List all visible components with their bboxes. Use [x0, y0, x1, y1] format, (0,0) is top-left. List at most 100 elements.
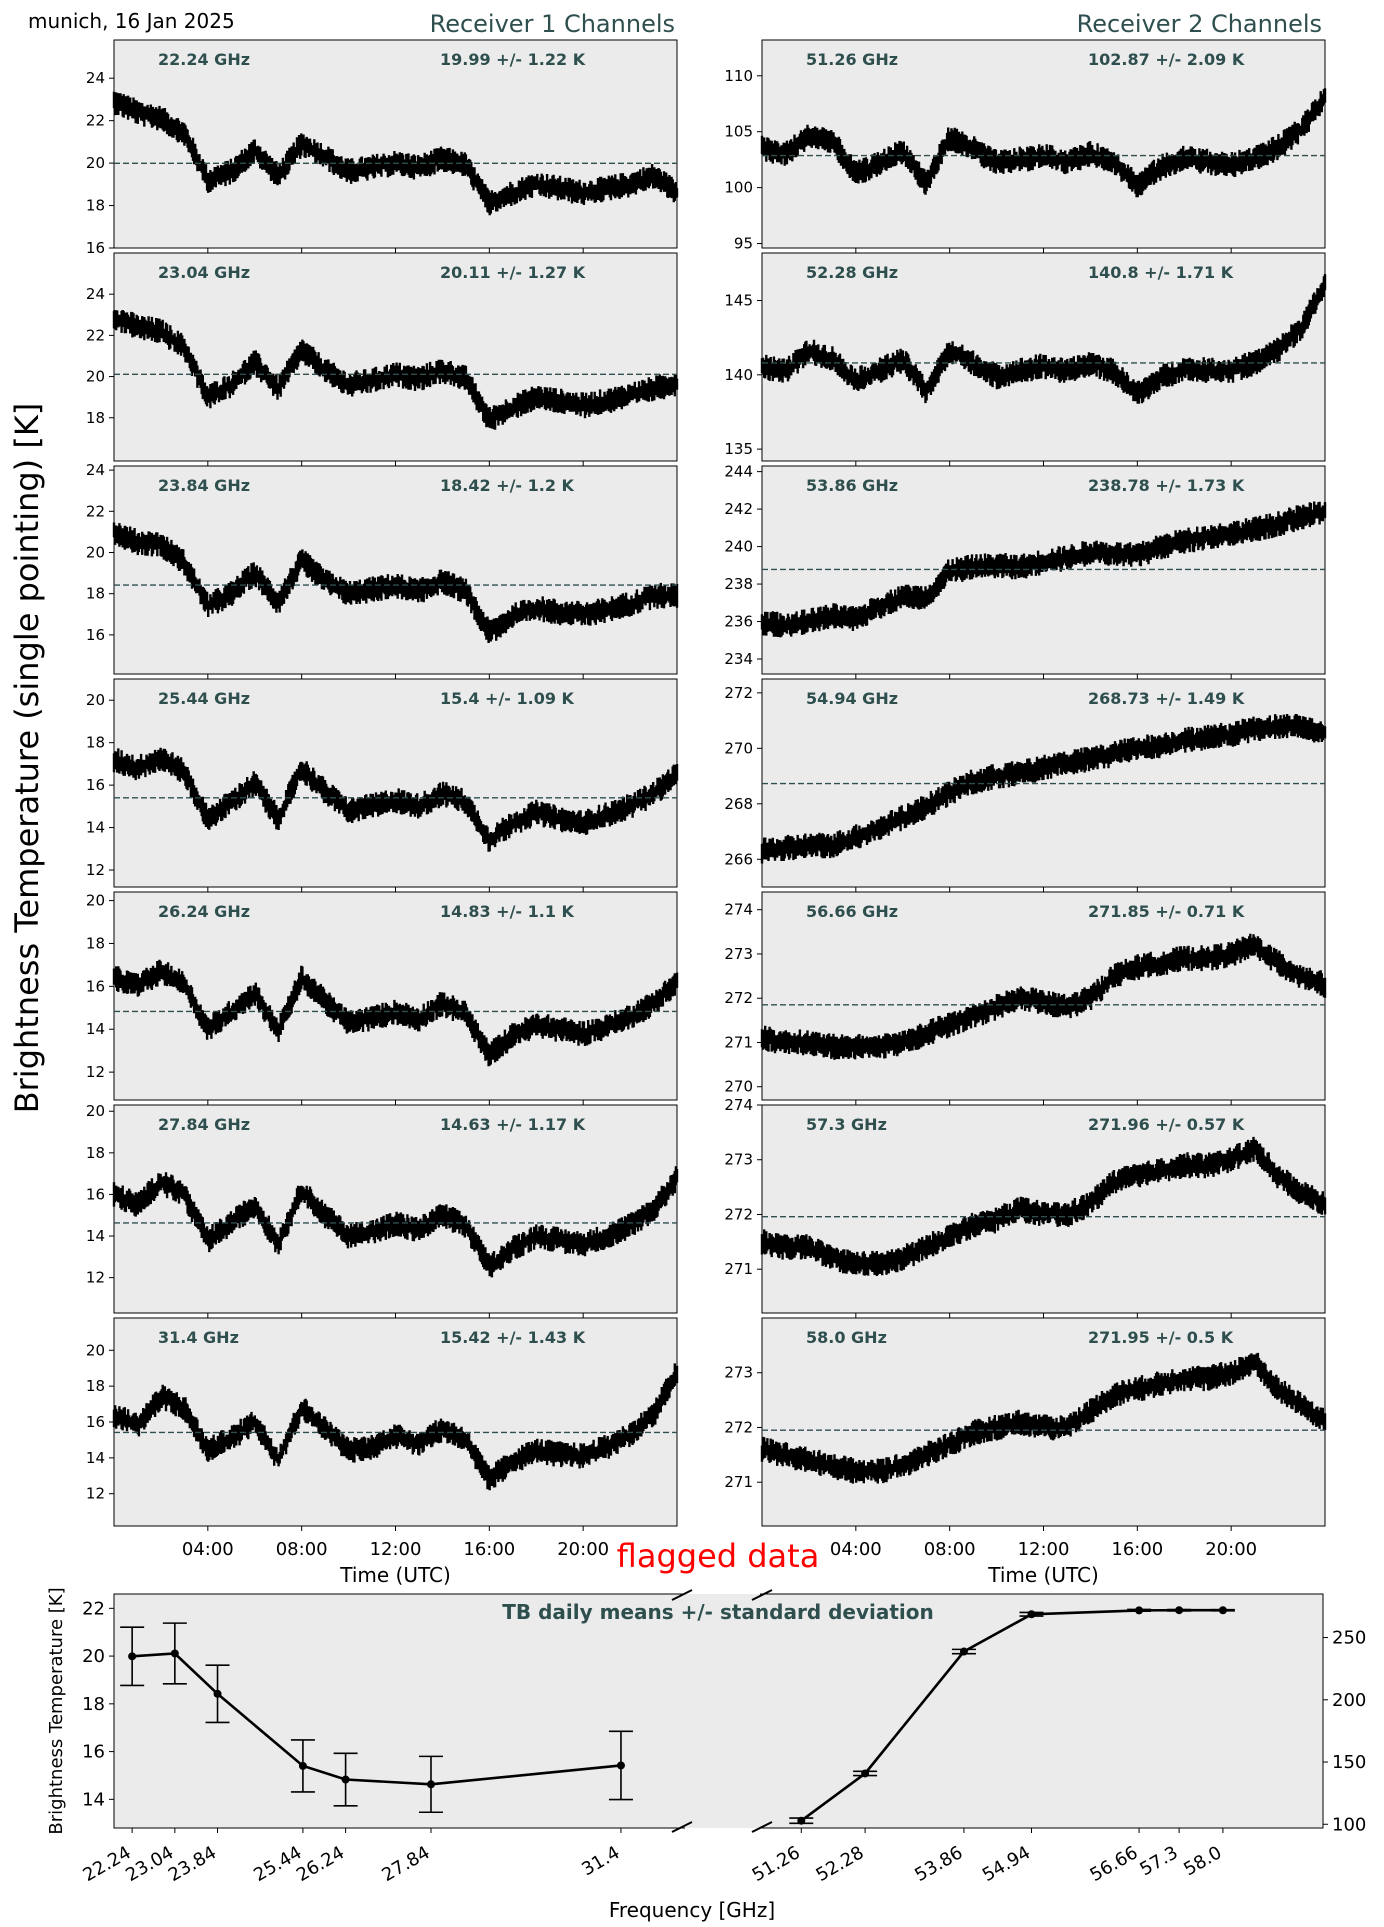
panel-frame [113, 465, 678, 675]
y-tick-label: 16 [86, 1185, 105, 1203]
channel-frequency-label: 25.44 GHz [158, 689, 250, 708]
channel-panel-56-66-GHz: 270 271 272 273 274 56.66 GHz 271.85 +/- 0.71 … [724, 891, 1327, 1105]
y-tick-label: 14 [86, 1227, 105, 1245]
y-tick-label: 270 [724, 739, 753, 757]
channel-panel-23-04-GHz: 18 20 22 24 23.04 GHz 20.11 +/- 1.27 K [86, 252, 679, 466]
y-tick-label: 234 [724, 650, 753, 668]
y-tick-label: 272 [724, 1205, 753, 1223]
y-axis-label: Brightness Temperature (single pointing)… [8, 403, 46, 1114]
channel-frequency-label: 58.0 GHz [806, 1328, 887, 1347]
channel-panel-23-84-GHz: 16 18 20 22 24 23.84 GHz 18.42 +/- 1.2 K [86, 461, 679, 679]
brightness-trace [760, 1136, 1327, 1276]
panel-frame [113, 1104, 678, 1314]
y-tick-label: 20 [86, 543, 105, 561]
mean-point [797, 1816, 806, 1825]
y-tick-label: 270 [724, 1078, 753, 1096]
y-tick-label: 16 [86, 239, 105, 257]
channel-frequency-label: 56.66 GHz [806, 902, 898, 921]
time-tick-label: 04:00 [182, 1539, 234, 1560]
mean-point [1027, 1610, 1036, 1619]
summary-y-tick-label: 22 [82, 1598, 105, 1619]
summary-y-tick-label: 18 [82, 1694, 105, 1715]
time-tick-label: 20:00 [1205, 1539, 1257, 1560]
summary-y2-tick-label: 250 [1332, 1628, 1366, 1649]
y-tick-label: 18 [86, 934, 105, 952]
y-tick-label: 272 [724, 684, 753, 702]
channel-stats-label: 14.83 +/- 1.1 K [440, 902, 575, 921]
y-tick-label: 24 [86, 461, 105, 479]
panel-frame [113, 1317, 678, 1527]
channel-panel-57-3-GHz: 271 272 273 274 57.3 GHz 271.96 +/- 0.57 K [724, 1096, 1327, 1318]
channel-stats-label: 271.85 +/- 0.71 K [1088, 902, 1245, 921]
y-tick-label: 273 [724, 945, 753, 963]
channel-panel-27-84-GHz: 12 14 16 18 20 27.84 GHz 14.63 +/- 1.17 K [86, 1102, 679, 1318]
mean-point [426, 1780, 435, 1789]
summary-background [114, 1594, 1323, 1828]
y-tick-label: 24 [86, 69, 105, 87]
y-tick-label: 20 [86, 892, 105, 910]
y-tick-label: 140 [724, 366, 753, 384]
channel-frequency-label: 23.04 GHz [158, 263, 250, 282]
channel-frequency-label: 31.4 GHz [158, 1328, 239, 1347]
y-tick-label: 244 [724, 463, 753, 481]
panel-frame [113, 39, 678, 249]
mean-point [128, 1652, 137, 1661]
y-tick-label: 236 [724, 613, 753, 631]
summary-y-tick-label: 20 [82, 1646, 105, 1667]
y-tick-label: 12 [86, 1063, 105, 1081]
channel-stats-label: 18.42 +/- 1.2 K [440, 476, 575, 495]
y-tick-label: 24 [86, 285, 105, 303]
channel-panel-25-44-GHz: 12 14 16 18 20 25.44 GHz 15.4 +/- 1.09 K [86, 678, 679, 892]
summary-y2-tick-label: 200 [1332, 1690, 1366, 1711]
y-tick-label: 12 [86, 1269, 105, 1287]
y-tick-label: 16 [86, 626, 105, 644]
channel-panel-22-24-GHz: 16 18 20 22 24 22.24 GHz 19.99 +/- 1.22 K [86, 39, 679, 257]
y-tick-label: 273 [724, 1151, 753, 1169]
channel-panel-53-86-GHz: 234 236 238 240 242 244 53.86 GHz 238.78 +/- 1.… [724, 463, 1327, 679]
time-tick-label: 12:00 [1018, 1539, 1070, 1560]
y-tick-label: 273 [724, 1364, 753, 1382]
channel-stats-label: 15.4 +/- 1.09 K [440, 689, 575, 708]
brightness-trace [112, 310, 679, 430]
y-tick-label: 20 [86, 1341, 105, 1359]
receiver1-title: Receiver 1 Channels [430, 10, 675, 38]
summary-title: TB daily means +/- standard deviation [502, 1600, 934, 1624]
channel-panel-52-28-GHz: 135 140 145 52.28 GHz 140.8 +/- 1.71 K [724, 252, 1327, 466]
y-tick-label: 14 [86, 1449, 105, 1467]
y-tick-label: 12 [86, 1485, 105, 1503]
brightness-trace [112, 747, 679, 852]
channel-frequency-label: 52.28 GHz [806, 263, 898, 282]
panel-frame [761, 39, 1326, 249]
y-tick-label: 238 [724, 575, 753, 593]
channel-frequency-label: 26.24 GHz [158, 902, 250, 921]
y-tick-label: 135 [724, 440, 753, 458]
summary-y2-tick-label: 100 [1332, 1814, 1366, 1835]
channel-frequency-label: 51.26 GHz [806, 50, 898, 69]
y-tick-label: 110 [724, 67, 753, 85]
y-tick-label: 12 [86, 861, 105, 879]
y-tick-label: 100 [724, 179, 753, 197]
y-tick-label: 272 [724, 1418, 753, 1436]
brightness-trace [760, 274, 1327, 404]
summary-y-tick-label: 16 [82, 1742, 105, 1763]
brightness-trace [760, 501, 1327, 638]
summary-y2-tick-label: 150 [1332, 1752, 1366, 1773]
channel-stats-label: 140.8 +/- 1.71 K [1088, 263, 1234, 282]
summary-right-frame [760, 1593, 1324, 1829]
brightness-trace [112, 91, 679, 216]
time-tick-label: 08:00 [924, 1539, 976, 1560]
channel-panel-26-24-GHz: 12 14 16 18 20 26.24 GHz 14.83 +/- 1.1 K [86, 891, 679, 1105]
brightness-trace [112, 959, 679, 1067]
channel-stats-label: 20.11 +/- 1.27 K [440, 263, 586, 282]
y-tick-label: 18 [86, 1377, 105, 1395]
y-tick-label: 271 [724, 1260, 753, 1278]
time-tick-label: 16:00 [1111, 1539, 1163, 1560]
y-tick-label: 274 [724, 901, 753, 919]
mean-point [1218, 1606, 1227, 1615]
panel-frame [113, 891, 678, 1101]
y-tick-label: 242 [724, 500, 753, 518]
channel-frequency-label: 22.24 GHz [158, 50, 250, 69]
y-tick-label: 20 [86, 1102, 105, 1120]
brightness-trace [112, 1363, 679, 1491]
